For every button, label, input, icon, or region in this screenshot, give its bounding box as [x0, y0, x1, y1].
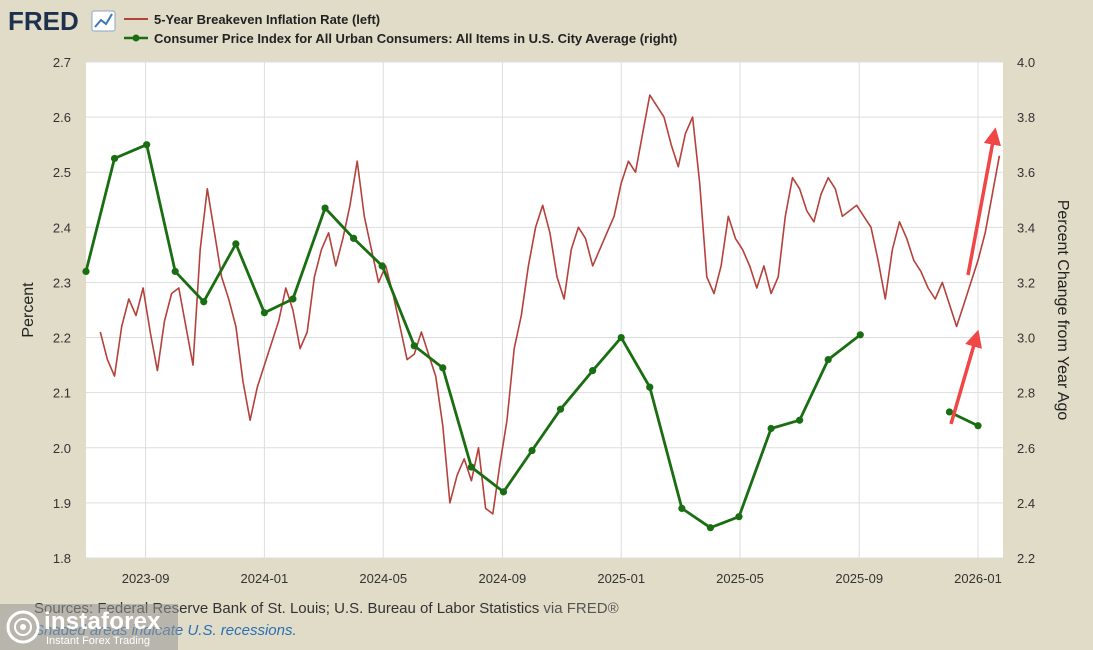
cpi-point — [171, 267, 179, 276]
left-tick-label: 2.6 — [53, 110, 71, 125]
right-tick-label: 2.6 — [1017, 441, 1035, 456]
cpi-point — [289, 295, 297, 303]
cpi-point — [767, 424, 775, 433]
x-tick-label: 2024-09 — [479, 571, 527, 586]
legend: 5-Year Breakeven Inflation Rate (left) C… — [124, 12, 677, 46]
plot-area — [86, 62, 1003, 558]
left-tick-label: 2.0 — [53, 441, 71, 456]
right-axis-ticks: 2.2 2.4 2.6 2.8 3.0 3.2 3.4 3.6 3.8 4.0 — [1017, 55, 1035, 566]
cpi-point — [499, 488, 508, 496]
right-tick-label: 2.2 — [1017, 551, 1035, 566]
x-tick-label: 2025-01 — [597, 571, 645, 586]
legend-label-cpi: Consumer Price Index for All Urban Consu… — [154, 31, 677, 46]
x-tick-label: 2026-01 — [954, 571, 1002, 586]
cpi-point — [556, 405, 565, 413]
cpi-point — [260, 309, 269, 317]
fred-logo[interactable]: FRED — [8, 6, 79, 36]
chart-svg: FRED 5-Year Breakeven Inflation Rate (le… — [8, 6, 1071, 586]
right-tick-label: 3.8 — [1017, 110, 1035, 125]
cpi-point — [796, 416, 804, 424]
cpi-point — [143, 141, 151, 149]
red-arrow-lower — [949, 329, 982, 425]
left-tick-label: 1.9 — [53, 496, 71, 511]
cpi-point — [200, 298, 208, 306]
cpi-point — [467, 463, 475, 471]
right-tick-label: 3.6 — [1017, 165, 1035, 180]
x-tick-label: 2024-05 — [359, 571, 407, 586]
right-tick-label: 2.4 — [1017, 496, 1035, 511]
left-axis-ticks: 1.8 1.9 2.0 2.1 2.2 2.3 2.4 2.5 2.6 2.7 — [53, 55, 71, 566]
instaforex-logo-icon — [6, 610, 40, 644]
cpi-point — [589, 367, 597, 375]
right-tick-label: 3.4 — [1017, 220, 1035, 235]
watermark-subtitle: Instant Forex Trading — [46, 635, 150, 647]
right-tick-label: 3.0 — [1017, 331, 1035, 346]
left-tick-label: 2.3 — [53, 275, 71, 290]
cpi-point — [350, 234, 358, 242]
cpi-point — [974, 422, 982, 430]
right-axis-title: Percent Change from Year Ago — [1054, 200, 1071, 421]
x-tick-label: 2023-09 — [122, 571, 170, 586]
cpi-point — [945, 408, 954, 416]
left-tick-label: 1.8 — [53, 551, 71, 566]
cpi-point — [439, 364, 447, 372]
right-tick-label: 2.8 — [1017, 386, 1035, 401]
cpi-point — [735, 513, 743, 521]
left-axis-title: Percent — [20, 282, 37, 338]
left-tick-label: 2.4 — [53, 220, 71, 235]
legend-label-breakeven: 5-Year Breakeven Inflation Rate (left) — [154, 12, 380, 27]
cpi-point — [410, 342, 418, 350]
cpi-point — [856, 331, 864, 339]
instaforex-watermark: instaforex Instant Forex Trading — [0, 604, 178, 650]
cpi-point — [706, 524, 715, 532]
watermark-name: instaforex — [44, 608, 161, 635]
x-tick-label: 2025-09 — [835, 571, 883, 586]
cpi-point — [617, 333, 625, 342]
x-tick-label: 2024-01 — [241, 571, 289, 586]
breakeven-series-line — [99, 94, 1001, 515]
left-tick-label: 2.5 — [53, 165, 71, 180]
left-tick-label: 2.2 — [53, 331, 71, 346]
via-fred-text[interactable]: via FRED® — [543, 600, 619, 617]
left-tick-label: 2.7 — [53, 55, 71, 70]
right-tick-label: 3.2 — [1017, 275, 1035, 290]
gridlines — [86, 61, 1003, 559]
left-tick-label: 2.1 — [53, 386, 71, 401]
cpi-point — [678, 504, 686, 512]
legend-marker-cpi — [132, 34, 140, 42]
cpi-point — [82, 267, 90, 276]
fred-graph-icon — [91, 10, 116, 32]
cpi-point — [824, 356, 832, 364]
cpi-point — [378, 262, 386, 270]
cpi-point — [321, 204, 329, 212]
cpi-point — [646, 383, 654, 391]
x-tick-label: 2025-05 — [716, 571, 764, 586]
cpi-point — [232, 240, 240, 248]
cpi-point — [528, 446, 536, 455]
series-layer — [82, 94, 1001, 532]
right-tick-label: 4.0 — [1017, 55, 1035, 70]
x-axis-ticks: 2023-09 2024-01 2024-05 2024-09 2025-01 2025-… — [122, 571, 1002, 586]
cpi-point — [110, 154, 119, 163]
red-arrow-upper — [966, 127, 1001, 276]
